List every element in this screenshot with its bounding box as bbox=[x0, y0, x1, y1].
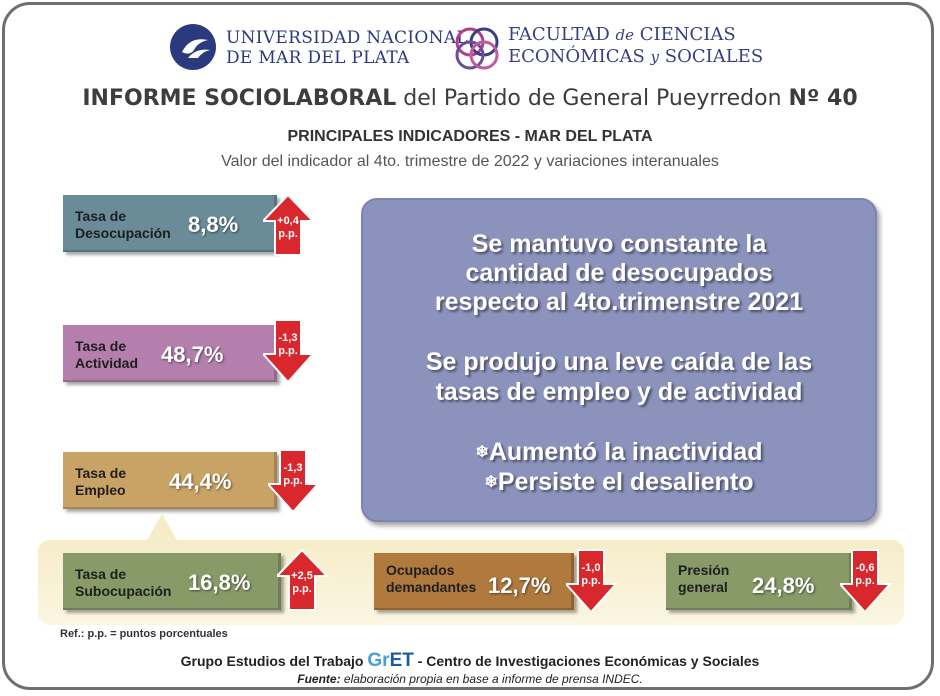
summary-bullet-line: ❄Persiste el desaliento bbox=[484, 468, 754, 496]
indicator-value: 8,8% bbox=[188, 212, 239, 237]
indicator-actividad: Tasa de Actividad 48,7% bbox=[63, 325, 277, 382]
indicator-label: Tasa de Subocupación bbox=[75, 566, 172, 599]
arrow-shape bbox=[263, 193, 316, 256]
indicator-label: Presión general bbox=[678, 562, 730, 595]
faculty-line2: ECONÓMICAS y SOCIALES bbox=[508, 46, 764, 67]
unmdp-logo-icon bbox=[168, 22, 218, 72]
arrow-up-icon: +0,4 p.p. bbox=[263, 193, 321, 259]
section-title: PRINCIPALES INDICADORES - MAR DEL PLATA bbox=[287, 128, 653, 145]
arrow-down-icon: -1,0 p.p. bbox=[566, 548, 624, 614]
university-name: UNIVERSIDAD NACIONAL DE MAR DEL PLATA bbox=[226, 28, 468, 68]
change-text: -1,3 p.p. bbox=[278, 332, 298, 357]
arrow-shape bbox=[566, 549, 619, 614]
summary-panel: Se mantuvo constante la cantidad de deso… bbox=[361, 198, 877, 522]
snowflake-bullet-icon: ❄ bbox=[484, 474, 498, 491]
indicator-label: Tasa de Desocupación bbox=[75, 208, 171, 241]
arrow-down-icon: -1,3 p.p. bbox=[268, 448, 326, 514]
indicator-presion-general: Presión general 24,8% bbox=[666, 553, 852, 610]
indicator-label: Tasa de Empleo bbox=[75, 465, 127, 498]
indicator-value: 12,7% bbox=[488, 573, 551, 598]
change-text: +2,5 p.p. bbox=[291, 570, 313, 595]
section-subtitle: Valor del indicador al 4to. trimestre de… bbox=[221, 153, 719, 170]
indicator-empleo: Tasa de Empleo 44,4% bbox=[63, 452, 277, 509]
gret-logo: GrET bbox=[367, 650, 414, 671]
arrow-down-icon: -0,6 p.p. bbox=[840, 548, 898, 614]
summary-line: Se mantuvo constante la bbox=[471, 230, 767, 258]
footer-group: Grupo Estudios del Trabajo GrET - Centro… bbox=[180, 650, 760, 671]
summary-line: Se produjo una leve caída de las bbox=[425, 348, 813, 376]
indicator-subocupacion: Tasa de Subocupación 16,8% bbox=[63, 553, 281, 610]
arrow-up-icon: +2,5 p.p. bbox=[277, 548, 335, 614]
arrow-shape bbox=[840, 549, 893, 614]
report-title: INFORME SOCIOLABORAL del Partido de Gene… bbox=[82, 86, 858, 111]
indicator-label: Tasa de Actividad bbox=[75, 338, 139, 371]
indicator-value: 44,4% bbox=[169, 469, 232, 494]
indicator-label: Ocupados demandantes bbox=[386, 562, 477, 595]
indicator-value: 24,8% bbox=[752, 573, 815, 598]
change-text: -1,0 p.p. bbox=[581, 562, 601, 587]
fces-logo-icon bbox=[452, 24, 502, 72]
snowflake-bullet-icon: ❄ bbox=[475, 444, 489, 461]
summary-line: tasas de empleo y de actividad bbox=[435, 378, 803, 406]
university-line1: UNIVERSIDAD NACIONAL bbox=[226, 28, 468, 48]
summary-bullet-line: ❄Aumentó la inactividad bbox=[475, 438, 763, 466]
faculty-name: FACULTAD de CIENCIAS ECONÓMICAS y SOCIAL… bbox=[508, 24, 763, 68]
summary-line: respecto al 4to.trimenstre 2021 bbox=[434, 288, 804, 316]
summary-line: cantidad de desocupados bbox=[465, 259, 773, 287]
indicator-value: 48,7% bbox=[161, 342, 224, 367]
university-line2: DE MAR DEL PLATA bbox=[226, 48, 410, 68]
reference-note: Ref.: p.p. = puntos porcentuales bbox=[60, 628, 228, 640]
change-text: -0,6 p.p. bbox=[855, 562, 875, 587]
indicator-ocupados-demandantes: Ocupados demandantes 12,7% bbox=[374, 553, 574, 610]
arrow-shape bbox=[263, 319, 316, 384]
band-callout bbox=[146, 514, 178, 542]
change-text: -1,3 p.p. bbox=[283, 462, 303, 487]
arrow-down-icon: -1,3 p.p. bbox=[263, 318, 321, 384]
footer-source: Fuente: elaboración propia en base a inf… bbox=[297, 672, 643, 686]
arrow-shape bbox=[277, 548, 330, 611]
faculty-line1: FACULTAD de CIENCIAS bbox=[508, 24, 736, 45]
indicator-value: 16,8% bbox=[188, 570, 251, 595]
indicator-desocupacion: Tasa de Desocupación 8,8% bbox=[63, 195, 277, 252]
arrow-shape bbox=[268, 449, 321, 514]
change-text: +0,4 p.p. bbox=[277, 215, 299, 240]
